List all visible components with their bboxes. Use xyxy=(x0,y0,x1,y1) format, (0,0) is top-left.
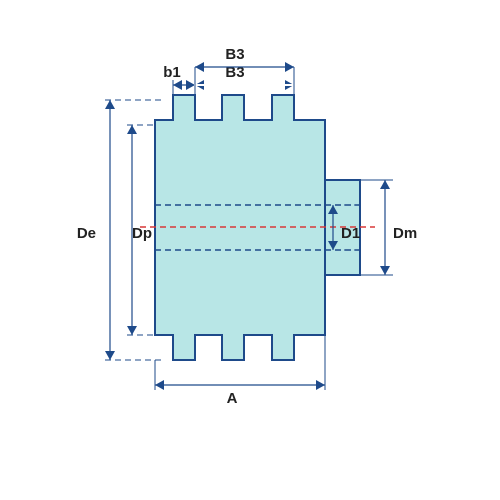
label-a: A xyxy=(227,390,238,407)
technical-drawing: DeDpb1B3B3D1DmA xyxy=(0,0,500,500)
label-dm: Dm xyxy=(393,225,417,242)
label-b1: b1 xyxy=(163,64,181,81)
label-d1: D1 xyxy=(341,225,360,242)
svg-text:B3: B3 xyxy=(225,46,244,63)
label-dp: Dp xyxy=(132,225,152,242)
label-de: De xyxy=(77,225,96,242)
